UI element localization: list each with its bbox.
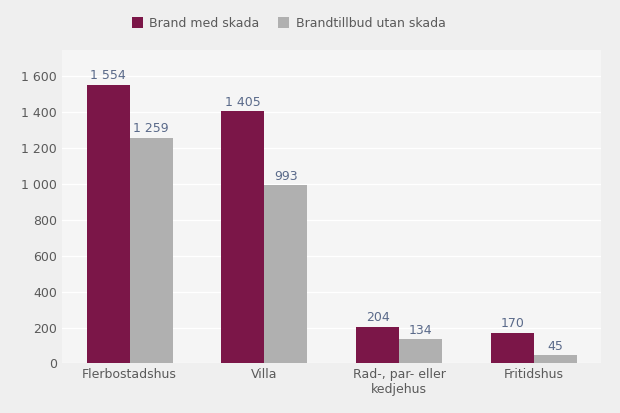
Bar bbox=[87, 85, 130, 363]
Bar bbox=[399, 339, 442, 363]
Legend: Brand med skada, Brandtillbud utan skada: Brand med skada, Brandtillbud utan skada bbox=[126, 12, 451, 35]
Bar bbox=[221, 112, 264, 363]
Text: 1 554: 1 554 bbox=[90, 69, 126, 82]
Text: 204: 204 bbox=[366, 311, 389, 324]
Bar bbox=[490, 333, 534, 363]
Text: 134: 134 bbox=[409, 324, 432, 337]
Bar bbox=[130, 138, 173, 363]
Text: 1 259: 1 259 bbox=[133, 122, 169, 135]
Bar bbox=[264, 185, 308, 363]
Text: 993: 993 bbox=[274, 170, 298, 183]
Text: 45: 45 bbox=[547, 339, 563, 353]
Text: 170: 170 bbox=[500, 317, 524, 330]
Bar bbox=[356, 327, 399, 363]
Bar bbox=[534, 355, 577, 363]
Text: 1 405: 1 405 bbox=[225, 96, 260, 109]
